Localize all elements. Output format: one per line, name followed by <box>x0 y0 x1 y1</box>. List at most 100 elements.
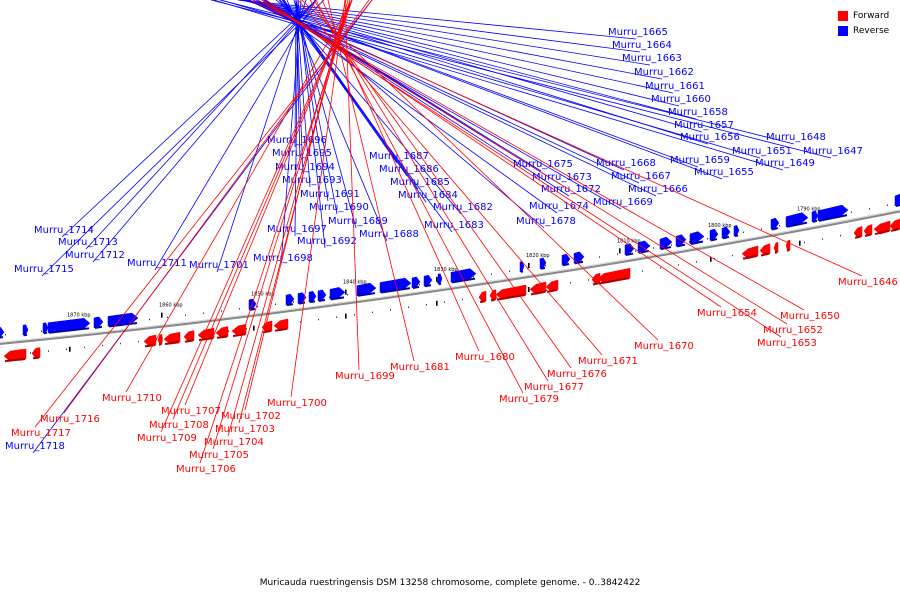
tick-mark <box>619 248 621 254</box>
reverse-leader-line <box>243 0 703 133</box>
reverse-gene-label: Murru_1648 <box>766 132 826 143</box>
reverse-gene-label: Murru_1698 <box>253 253 313 264</box>
reverse-gene-label: Murru_1664 <box>612 40 672 51</box>
reverse-gene-arrow <box>0 326 5 338</box>
forward-gene-arrow-shade <box>32 356 40 360</box>
reverse-leader-line <box>242 0 697 120</box>
reverse-gene-label: Murru_1712 <box>65 250 125 261</box>
forward-gene-label: Murru_1652 <box>763 325 823 336</box>
minor-tick <box>642 270 643 272</box>
reverse-gene-arrow-shade <box>562 263 570 267</box>
reverse-gene-label: Murru_1682 <box>433 202 493 213</box>
minor-tick <box>570 282 571 284</box>
reverse-gene-label: Murru_1701 <box>189 260 249 271</box>
backbone-highlight <box>0 209 900 344</box>
tick-mark <box>345 313 347 319</box>
reverse-gene-arrow-shade <box>23 333 28 337</box>
reverse-gene-arrow <box>329 287 346 300</box>
reverse-gene-label: Murru_1663 <box>622 53 682 64</box>
reverse-gene-label: Murru_1678 <box>516 216 576 227</box>
minor-tick <box>102 344 103 347</box>
reverse-gene-arrow-shade <box>818 214 848 222</box>
forward-gene-arrow-shade <box>546 288 558 293</box>
reverse-gene-label: Murru_1688 <box>359 229 419 240</box>
minor-tick <box>138 340 139 343</box>
minor-tick <box>599 256 600 258</box>
minor-tick <box>707 237 708 240</box>
minor-tick <box>84 346 85 349</box>
reverse-gene-arrow <box>437 273 443 285</box>
reverse-gene-arrow <box>689 231 705 245</box>
reverse-gene-arrow <box>811 210 819 223</box>
minor-tick <box>329 296 330 298</box>
forward-gene-arrow-shade <box>232 333 246 337</box>
reverse-gene-label: Murru_1693 <box>282 175 342 186</box>
minor-tick <box>66 348 67 350</box>
reverse-gene-label: Murru_1672 <box>541 184 601 195</box>
forward-gene-arrow-shade <box>890 228 900 232</box>
reverse-gene-arrow <box>379 277 412 293</box>
forward-gene-arrow-shade <box>18 357 26 361</box>
tick-mark <box>528 262 530 268</box>
forward-gene-label: Murru_1702 <box>221 411 281 422</box>
forward-gene-arrow-shade <box>786 249 790 252</box>
minor-tick <box>336 316 337 318</box>
tick-mark <box>710 256 712 262</box>
minor-tick <box>203 312 204 314</box>
reverse-gene-arrow-shade <box>108 322 138 328</box>
reverse-gene-arrow-shade <box>710 238 718 242</box>
reverse-gene-arrow <box>721 226 731 239</box>
reverse-gene-label: Murru_1691 <box>300 189 360 200</box>
minor-tick <box>293 301 294 303</box>
minor-tick <box>354 314 355 316</box>
forward-gene-arrow-shade <box>496 294 526 301</box>
reverse-leader-line <box>61 0 317 238</box>
minor-tick <box>228 330 229 332</box>
forward-leader-line <box>125 0 353 393</box>
reverse-gene-arrow <box>733 224 740 237</box>
reverse-gene-arrow-shade <box>660 246 672 251</box>
reverse-gene-label: Murru_1713 <box>58 237 118 248</box>
reverse-leader-line <box>293 0 357 229</box>
reverse-gene-arrow-shade <box>0 336 4 339</box>
tick-label: 1870 kbp <box>67 313 91 319</box>
minor-tick <box>822 238 823 240</box>
minor-tick <box>581 259 582 261</box>
reverse-gene-arrow-shade <box>318 298 326 302</box>
reverse-leader-line <box>239 0 651 66</box>
forward-gene-label: Murru_1700 <box>267 398 327 409</box>
reverse-gene-arrow-shade <box>734 234 739 238</box>
forward-leader-line <box>290 0 346 398</box>
reverse-gene-arrow <box>561 253 571 266</box>
reverse-gene-arrow <box>285 293 295 306</box>
reverse-gene-arrow <box>817 204 849 222</box>
reverse-gene-label: Murru_1718 <box>5 441 65 452</box>
forward-gene-arrow-shade <box>198 337 214 342</box>
gene-labels: Murru_1665 Murru_1664 Murru_1663 Murru_1662… <box>5 0 898 475</box>
reverse-gene-label: Murru_1696 <box>267 135 327 146</box>
forward-leader-line <box>238 0 349 424</box>
minor-tick <box>275 303 276 305</box>
minor-tick <box>257 305 258 308</box>
reverse-leader-line <box>279 0 462 215</box>
gene-features <box>0 193 900 363</box>
reverse-gene-arrow-shade <box>249 307 256 311</box>
minor-tick <box>167 316 168 319</box>
forward-gene-arrow-shade <box>144 344 156 348</box>
tick-label: 1850 kbp <box>251 292 275 298</box>
reverse-gene-arrow <box>22 324 29 336</box>
tick-label: 1800 kbp <box>708 223 732 229</box>
forward-leader-line <box>344 0 360 371</box>
reverse-leader-line <box>278 0 453 233</box>
minor-tick <box>221 310 222 312</box>
reverse-gene-arrow <box>573 251 585 264</box>
reverse-gene-label: Murru_1675 <box>513 159 573 170</box>
forward-gene-arrow-shade <box>216 335 228 339</box>
forward-gene-label: Murru_1706 <box>176 464 236 475</box>
minor-tick <box>300 321 301 323</box>
reverse-gene-arrow <box>93 316 104 329</box>
forward-leader-line <box>184 0 353 406</box>
minor-tick <box>804 241 805 244</box>
reverse-gene-arrow-shade <box>94 325 103 329</box>
reverse-gene-arrow <box>785 212 809 228</box>
